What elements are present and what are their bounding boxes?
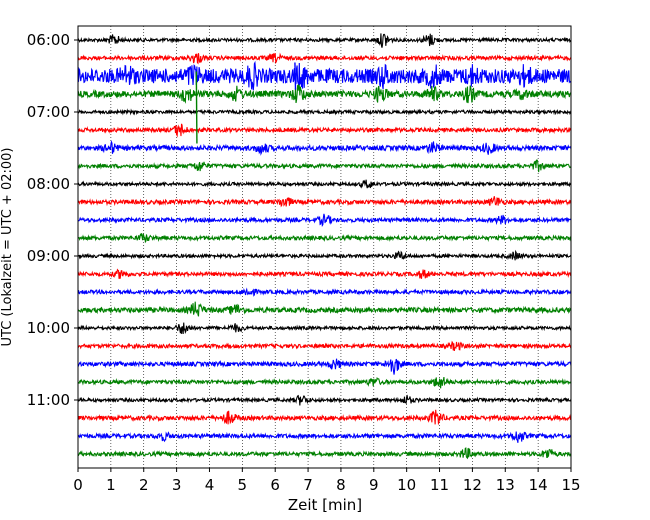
x-tick-label: 7 <box>303 476 313 494</box>
x-tick-label: 6 <box>270 476 280 494</box>
x-tick-label: 15 <box>561 476 580 494</box>
x-axis-label: Zeit [min] <box>288 496 362 514</box>
trace-0915 <box>77 268 572 279</box>
x-tick-label: 0 <box>73 476 83 494</box>
trace-1130 <box>77 431 572 443</box>
y-tick-label: 07:00 <box>27 103 70 121</box>
trace-1030 <box>77 358 572 375</box>
x-tick-label: 13 <box>496 476 515 494</box>
trace-1115 <box>77 409 572 426</box>
trace-0730 <box>77 140 572 156</box>
trace-1100 <box>77 394 572 406</box>
y-tick-label: 11:00 <box>27 391 70 409</box>
seismic-traces <box>77 33 572 460</box>
x-tick-label: 11 <box>430 476 449 494</box>
trace-0645 <box>77 83 572 104</box>
trace-0945 <box>77 301 572 317</box>
y-tick-label: 10:00 <box>27 319 70 337</box>
trace-0845 <box>77 233 572 244</box>
x-tick-label: 8 <box>336 476 346 494</box>
x-axis-ticks: 0 1 2 3 4 5 6 7 8 9 10 11 12 13 14 15 <box>73 468 581 494</box>
spike-1 <box>294 62 297 90</box>
x-tick-label: 5 <box>238 476 248 494</box>
x-tick-label: 4 <box>205 476 215 494</box>
trace-1045 <box>77 376 572 389</box>
y-tick-label: 06:00 <box>27 31 70 49</box>
trace-0830 <box>77 213 572 228</box>
y-tick-label: 09:00 <box>27 247 70 265</box>
trace-0900 <box>77 249 572 261</box>
trace-1015 <box>77 340 572 352</box>
x-tick-label: 9 <box>369 476 379 494</box>
trace-0715 <box>77 123 572 138</box>
x-tick-label: 3 <box>172 476 182 494</box>
x-tick-label: 1 <box>106 476 116 494</box>
x-tick-label: 2 <box>139 476 149 494</box>
y-axis-label: UTC (Lokalzeit = UTC + 02:00) <box>0 148 15 347</box>
trace-0630 <box>77 60 572 91</box>
x-tick-label: 14 <box>529 476 548 494</box>
trace-0615 <box>77 52 572 65</box>
trace-0930 <box>77 287 572 297</box>
trace-0745 <box>77 159 572 173</box>
trace-1000 <box>77 322 572 335</box>
x-tick-label: 10 <box>397 476 416 494</box>
y-axis-ticks: 06:00 07:00 08:00 09:00 10:00 11:00 <box>27 31 78 409</box>
spike-0 <box>195 71 198 144</box>
trace-1145 <box>77 447 572 460</box>
x-tick-label: 12 <box>463 476 482 494</box>
trace-0800 <box>77 179 572 189</box>
trace-0600 <box>77 33 572 48</box>
plot-frame <box>77 25 572 469</box>
y-tick-label: 08:00 <box>27 175 70 193</box>
trace-0700 <box>77 108 572 116</box>
trace-0815 <box>77 196 572 208</box>
